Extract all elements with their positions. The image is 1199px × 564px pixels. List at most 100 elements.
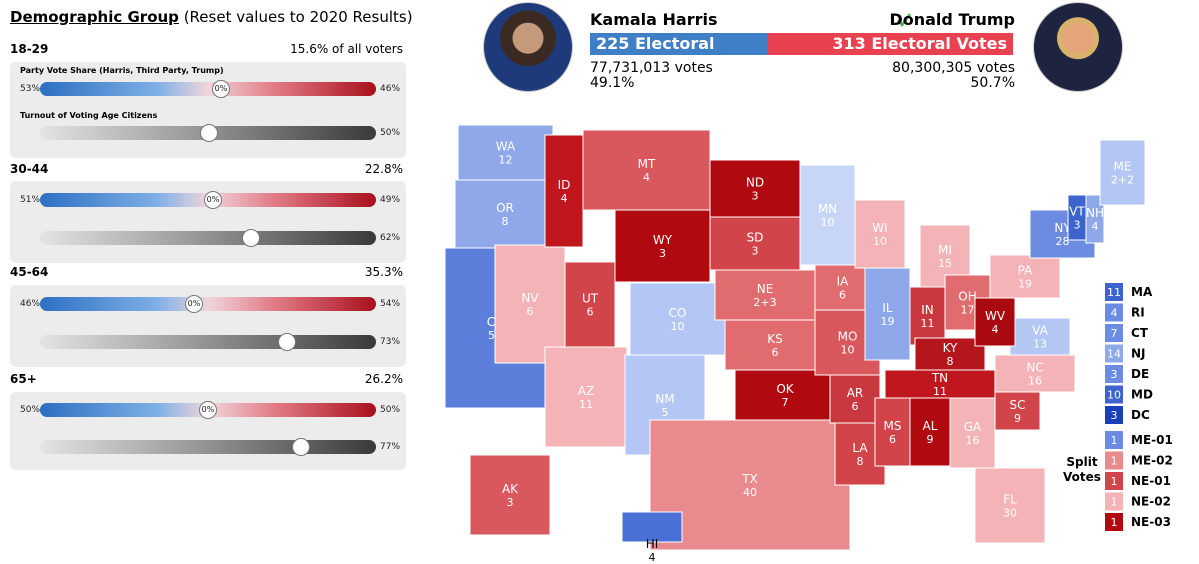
vote-pct: 50.7% xyxy=(970,75,1015,91)
state[interactable] xyxy=(544,346,628,448)
slider-title: Turnout of Voting Age Citizens xyxy=(20,111,158,120)
state-ev: 6 xyxy=(587,306,594,319)
turnout-value: 50% xyxy=(380,128,401,138)
state[interactable] xyxy=(914,337,986,371)
third-party-thumb[interactable]: 0% xyxy=(212,80,230,98)
harris-share: 50% xyxy=(20,405,41,415)
state-abbr: NY xyxy=(1054,221,1071,235)
state-ev: 11 xyxy=(579,398,593,411)
state-abbr: VA xyxy=(1032,324,1048,338)
slider-title: Party Vote Share (Harris, Third Party, T… xyxy=(20,66,224,75)
state[interactable] xyxy=(884,369,996,399)
state-abbr: FL xyxy=(1003,493,1017,507)
legend-swatch[interactable] xyxy=(1105,492,1123,511)
state[interactable] xyxy=(949,397,996,469)
state[interactable] xyxy=(494,244,566,364)
legend-swatch[interactable] xyxy=(1105,451,1123,470)
turnout-thumb[interactable] xyxy=(200,124,218,142)
legend-swatch[interactable] xyxy=(1105,513,1123,531)
state[interactable] xyxy=(544,134,584,248)
legend-swatch[interactable] xyxy=(1105,385,1123,404)
state[interactable] xyxy=(734,369,836,421)
legend-abbr: CT xyxy=(1131,326,1149,340)
turnout-thumb[interactable] xyxy=(278,333,296,351)
state[interactable] xyxy=(799,164,856,266)
legend-ev: 1 xyxy=(1111,516,1118,529)
state-ev: 3 xyxy=(659,247,666,260)
group-label: 18-29 xyxy=(10,42,49,56)
state-ev: 6 xyxy=(839,289,846,302)
state-ev: 10 xyxy=(841,344,855,357)
state[interactable] xyxy=(909,397,951,467)
state[interactable] xyxy=(629,282,726,356)
legend-swatch[interactable] xyxy=(1105,303,1123,322)
state[interactable] xyxy=(1099,139,1146,206)
state[interactable] xyxy=(454,179,556,249)
legend-swatch[interactable] xyxy=(1105,283,1123,301)
state-abbr: NV xyxy=(521,291,539,305)
state[interactable] xyxy=(621,511,683,543)
state[interactable] xyxy=(854,199,906,269)
split-label: Split Votes xyxy=(1063,455,1101,484)
turnout-value: 77% xyxy=(380,442,401,452)
turnout-slider[interactable] xyxy=(40,440,376,454)
state[interactable] xyxy=(469,454,551,536)
panel-title[interactable]: Demographic Group xyxy=(10,8,179,26)
state-abbr: SD xyxy=(747,231,764,245)
state[interactable] xyxy=(994,354,1076,393)
state[interactable] xyxy=(1085,194,1105,244)
legend-ev: 3 xyxy=(1111,409,1118,422)
state-ev: 4 xyxy=(561,192,568,205)
state-abbr: MI xyxy=(938,243,952,257)
group-label: 65+ xyxy=(10,372,37,386)
reset-link[interactable]: (Reset values to 2020 Results) xyxy=(183,8,413,26)
state[interactable] xyxy=(709,159,801,218)
legend-swatch[interactable] xyxy=(1105,365,1123,383)
third-party-thumb[interactable]: 0% xyxy=(199,401,217,419)
party-slider[interactable] xyxy=(40,82,376,96)
legend-swatch[interactable] xyxy=(1105,472,1123,490)
state[interactable] xyxy=(649,419,851,551)
legend-abbr: DE xyxy=(1131,367,1149,381)
turnout-thumb[interactable] xyxy=(292,438,310,456)
turnout-slider[interactable] xyxy=(40,231,376,245)
state[interactable] xyxy=(989,254,1061,299)
ev-bar: 313 Electoral Votes xyxy=(768,33,1013,55)
state[interactable] xyxy=(714,269,816,321)
third-party-thumb[interactable]: 0% xyxy=(185,295,203,313)
state-abbr: GA xyxy=(964,420,982,434)
state[interactable] xyxy=(709,216,801,271)
state[interactable] xyxy=(874,397,911,467)
turnout-thumb[interactable] xyxy=(242,229,260,247)
legend-ev: 4 xyxy=(1111,307,1118,320)
party-slider[interactable] xyxy=(40,297,376,311)
legend-ev: 11 xyxy=(1107,286,1121,299)
state[interactable] xyxy=(974,467,1046,544)
state[interactable] xyxy=(1009,317,1071,356)
legend-swatch[interactable] xyxy=(1105,406,1123,424)
harris-share: 46% xyxy=(20,299,41,309)
state-abbr: IL xyxy=(882,301,893,315)
state-ev: 7 xyxy=(782,396,789,409)
state-ev: 2+3 xyxy=(753,296,776,309)
state[interactable] xyxy=(614,209,711,283)
state[interactable] xyxy=(974,297,1016,347)
legend-swatch[interactable] xyxy=(1105,431,1123,449)
state-abbr: TN xyxy=(931,371,948,385)
state[interactable] xyxy=(909,286,946,346)
state-ev: 3 xyxy=(752,190,759,203)
state[interactable] xyxy=(457,124,554,181)
legend-ev: 1 xyxy=(1111,455,1118,468)
turnout-value: 62% xyxy=(380,233,401,243)
state-abbr: IA xyxy=(837,275,850,289)
state-ev: 4 xyxy=(643,171,650,184)
state-ev: 11 xyxy=(933,385,947,398)
legend-swatch[interactable] xyxy=(1105,324,1123,342)
third-party-thumb[interactable]: 0% xyxy=(204,191,222,209)
turnout-slider[interactable] xyxy=(40,335,376,349)
state[interactable] xyxy=(582,129,711,211)
state-ev: 4 xyxy=(992,323,999,336)
legend-swatch[interactable] xyxy=(1105,344,1123,363)
state-abbr: NM xyxy=(655,392,674,406)
